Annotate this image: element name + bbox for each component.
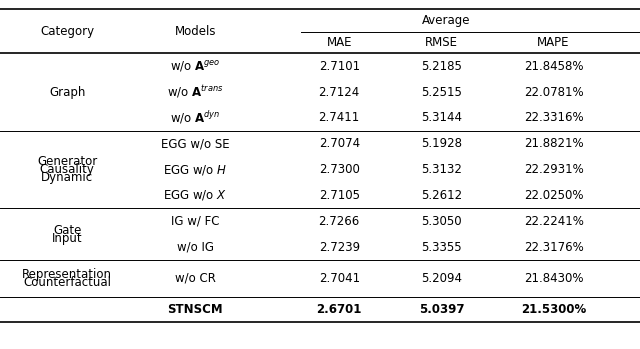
Text: 2.7266: 2.7266 bbox=[319, 215, 360, 228]
Text: 22.3176%: 22.3176% bbox=[524, 240, 584, 254]
Text: w/o $\mathbf{A}^{trans}$: w/o $\mathbf{A}^{trans}$ bbox=[167, 84, 223, 101]
Text: 5.2094: 5.2094 bbox=[421, 272, 462, 285]
Text: 21.8821%: 21.8821% bbox=[524, 137, 584, 150]
Text: Representation: Representation bbox=[22, 268, 112, 281]
Text: 22.0781%: 22.0781% bbox=[524, 86, 584, 99]
Text: 22.2241%: 22.2241% bbox=[524, 215, 584, 228]
Text: 21.8430%: 21.8430% bbox=[524, 272, 583, 285]
Text: Average: Average bbox=[422, 14, 470, 27]
Text: 5.0397: 5.0397 bbox=[419, 303, 465, 316]
Text: 5.2515: 5.2515 bbox=[421, 86, 462, 99]
Text: Category: Category bbox=[40, 24, 94, 38]
Text: 5.3144: 5.3144 bbox=[421, 111, 462, 125]
Text: Input: Input bbox=[52, 231, 83, 245]
Text: w/o $\mathbf{A}^{geo}$: w/o $\mathbf{A}^{geo}$ bbox=[170, 59, 221, 74]
Text: MAPE: MAPE bbox=[538, 36, 570, 50]
Text: 5.3050: 5.3050 bbox=[421, 215, 462, 228]
Text: Causality: Causality bbox=[40, 163, 95, 176]
Text: 22.3316%: 22.3316% bbox=[524, 111, 584, 125]
Text: 2.7074: 2.7074 bbox=[319, 137, 360, 150]
Text: Gate: Gate bbox=[53, 224, 81, 237]
Text: IG w/ FC: IG w/ FC bbox=[171, 215, 220, 228]
Text: 2.7124: 2.7124 bbox=[319, 86, 360, 99]
Text: 2.7105: 2.7105 bbox=[319, 189, 360, 202]
Text: Graph: Graph bbox=[49, 86, 85, 99]
Text: Counterfactual: Counterfactual bbox=[23, 276, 111, 289]
Text: 22.2931%: 22.2931% bbox=[524, 163, 584, 176]
Text: EGG w/o $H$: EGG w/o $H$ bbox=[163, 163, 227, 177]
Text: RMSE: RMSE bbox=[425, 36, 458, 50]
Text: 22.0250%: 22.0250% bbox=[524, 189, 583, 202]
Text: w/o CR: w/o CR bbox=[175, 272, 216, 285]
Text: 5.3132: 5.3132 bbox=[421, 163, 462, 176]
Text: Models: Models bbox=[175, 24, 216, 38]
Text: EGG w/o $X$: EGG w/o $X$ bbox=[163, 188, 227, 202]
Text: 5.3355: 5.3355 bbox=[421, 240, 462, 254]
Text: 21.8458%: 21.8458% bbox=[524, 60, 583, 73]
Text: 2.7411: 2.7411 bbox=[319, 111, 360, 125]
Text: 5.2185: 5.2185 bbox=[421, 60, 462, 73]
Text: Generator: Generator bbox=[37, 155, 97, 169]
Text: 2.7300: 2.7300 bbox=[319, 163, 360, 176]
Text: Dynamic: Dynamic bbox=[41, 171, 93, 184]
Text: 2.6701: 2.6701 bbox=[317, 303, 362, 316]
Text: 2.7041: 2.7041 bbox=[319, 272, 360, 285]
Text: 5.2612: 5.2612 bbox=[421, 189, 462, 202]
Text: STNSCM: STNSCM bbox=[168, 303, 223, 316]
Text: 2.7239: 2.7239 bbox=[319, 240, 360, 254]
Text: 5.1928: 5.1928 bbox=[421, 137, 462, 150]
Text: 21.5300%: 21.5300% bbox=[521, 303, 586, 316]
Text: EGG w/o SE: EGG w/o SE bbox=[161, 137, 230, 150]
Text: w/o $\mathbf{A}^{dyn}$: w/o $\mathbf{A}^{dyn}$ bbox=[170, 110, 220, 126]
Text: w/o IG: w/o IG bbox=[177, 240, 214, 254]
Text: 2.7101: 2.7101 bbox=[319, 60, 360, 73]
Text: MAE: MAE bbox=[326, 36, 352, 50]
